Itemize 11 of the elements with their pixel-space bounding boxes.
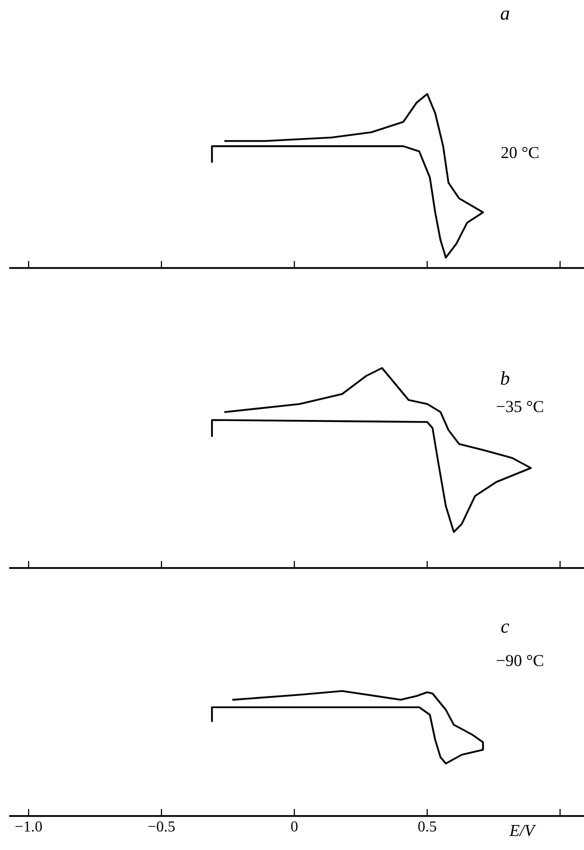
annotation: 20 °C (501, 146, 538, 158)
x-tick-label: 0 (291, 821, 298, 832)
x-tick-label: −1.0 (16, 821, 42, 832)
chart-title: b (500, 371, 510, 385)
text: −90 °C (496, 654, 544, 666)
x-tick-label: −0.5 (148, 821, 175, 832)
chart-title: a (500, 10, 510, 20)
chart-title: c (501, 624, 510, 633)
x-tick-label: 0.5 (418, 821, 436, 832)
x-axis-title: E/V (509, 824, 536, 836)
annotation: −35 °C (496, 400, 544, 412)
